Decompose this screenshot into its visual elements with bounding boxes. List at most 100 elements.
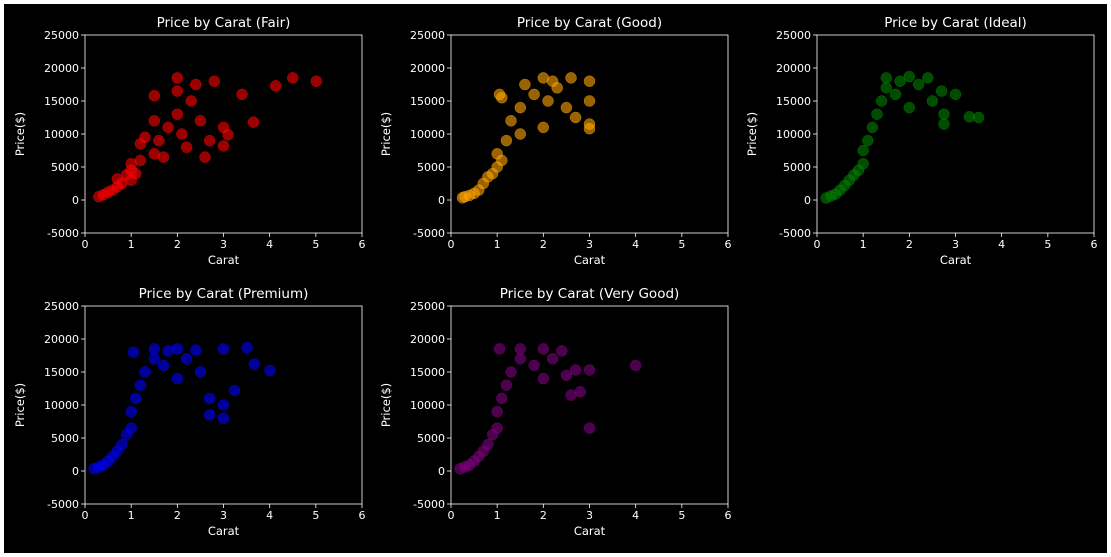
- chart-title: Price by Carat (Good): [517, 15, 662, 31]
- data-point: [857, 157, 869, 170]
- data-point: [537, 372, 550, 385]
- x-tick-label: 5: [678, 509, 685, 522]
- x-tick-label: 5: [1044, 238, 1051, 251]
- data-point: [180, 353, 193, 365]
- y-tick-label: 20000: [44, 62, 79, 75]
- data-point: [500, 134, 513, 147]
- data-point: [190, 78, 202, 91]
- data-point: [537, 121, 550, 134]
- data-point: [116, 438, 128, 451]
- data-point: [560, 369, 573, 382]
- data-point: [496, 154, 508, 167]
- y-tick-label: 5000: [417, 161, 445, 174]
- data-point: [194, 115, 207, 127]
- x-tick-label: 3: [586, 238, 593, 251]
- y-tick-label: 5000: [51, 432, 79, 445]
- data-point: [153, 134, 165, 147]
- data-point: [125, 422, 137, 434]
- data-point: [903, 70, 916, 83]
- x-tick-label: 1: [128, 238, 135, 251]
- data-point: [130, 167, 142, 180]
- chart-title: Price by Carat (Premium): [139, 286, 309, 302]
- x-tick-label: 3: [220, 509, 227, 522]
- x-tick-label: 6: [359, 238, 366, 251]
- y-tick-label: 25000: [410, 300, 445, 313]
- data-point: [565, 72, 577, 84]
- x-tick-label: 2: [174, 509, 181, 522]
- x-tick-label: 3: [220, 238, 227, 251]
- x-tick-label: 2: [174, 238, 181, 251]
- x-axis-label: Carat: [574, 253, 606, 267]
- chart-title: Price by Carat (Ideal): [884, 15, 1027, 31]
- x-tick-label: 2: [906, 238, 913, 251]
- data-point: [199, 151, 211, 163]
- y-axis-label: Price($): [13, 112, 27, 156]
- x-tick-label: 4: [632, 509, 639, 522]
- figure-background: [4, 4, 1107, 553]
- data-point: [241, 341, 253, 354]
- data-point: [236, 88, 248, 101]
- data-point: [217, 343, 230, 355]
- y-tick-label: 0: [438, 194, 445, 207]
- y-tick-label: 25000: [776, 29, 811, 42]
- data-point: [583, 95, 596, 107]
- y-tick-label: 15000: [776, 95, 811, 108]
- data-point: [583, 364, 596, 376]
- data-point: [148, 115, 161, 127]
- data-point: [203, 392, 216, 405]
- data-point: [935, 85, 948, 97]
- data-point: [190, 344, 202, 356]
- data-point: [171, 85, 184, 97]
- y-tick-label: -5000: [413, 498, 445, 511]
- data-point: [894, 75, 906, 87]
- data-point: [903, 101, 916, 114]
- data-point: [127, 346, 140, 358]
- data-point: [556, 345, 568, 357]
- data-point: [938, 108, 950, 120]
- x-tick-label: 0: [814, 238, 821, 251]
- x-tick-label: 5: [312, 509, 319, 522]
- data-point: [125, 405, 137, 418]
- y-tick-label: 20000: [776, 62, 811, 75]
- data-point: [514, 353, 527, 365]
- data-point: [972, 111, 985, 124]
- y-tick-label: 10000: [410, 128, 445, 141]
- y-axis-label: Price($): [379, 112, 393, 156]
- x-tick-label: 2: [540, 238, 547, 251]
- y-tick-label: -5000: [779, 227, 811, 240]
- y-tick-label: 0: [438, 465, 445, 478]
- x-axis-label: Carat: [574, 524, 606, 538]
- data-point: [130, 392, 142, 405]
- data-point: [528, 88, 540, 101]
- data-point: [139, 131, 151, 144]
- x-axis-label: Carat: [208, 524, 240, 538]
- y-tick-label: 10000: [44, 399, 79, 412]
- x-tick-label: 0: [82, 238, 89, 251]
- x-tick-label: 1: [860, 238, 867, 251]
- y-tick-label: 20000: [44, 333, 79, 346]
- data-point: [171, 372, 184, 385]
- data-point: [866, 121, 879, 134]
- data-point: [500, 379, 513, 391]
- data-point: [496, 91, 508, 104]
- data-point: [546, 353, 559, 365]
- data-point: [148, 353, 161, 365]
- y-tick-label: 20000: [410, 333, 445, 346]
- x-tick-label: 6: [1091, 238, 1098, 251]
- data-point: [857, 144, 869, 157]
- x-tick-label: 4: [266, 509, 273, 522]
- y-tick-label: 15000: [410, 95, 445, 108]
- data-point: [551, 82, 563, 94]
- data-point: [171, 108, 184, 120]
- x-tick-label: 5: [312, 238, 319, 251]
- x-tick-label: 1: [494, 509, 501, 522]
- x-axis-label: Carat: [940, 253, 972, 267]
- x-tick-label: 5: [678, 238, 685, 251]
- data-point: [157, 359, 170, 372]
- data-point: [629, 359, 642, 372]
- data-point: [880, 82, 893, 94]
- data-point: [560, 101, 573, 114]
